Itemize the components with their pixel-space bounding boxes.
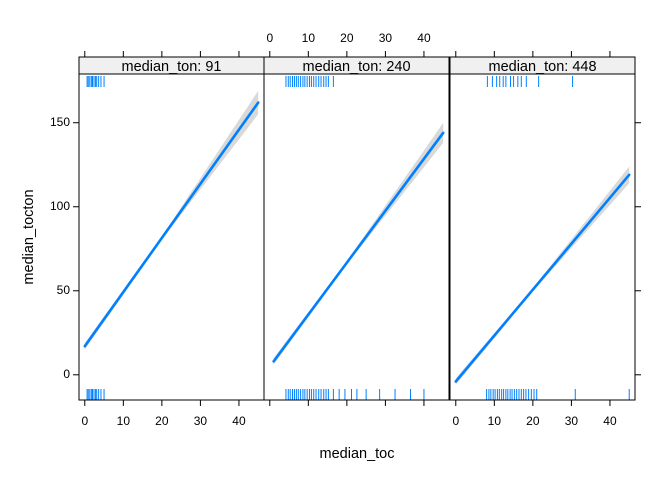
x-axis-label: median_toc xyxy=(320,446,395,462)
fit-line xyxy=(83,101,260,348)
x-tick-label: 10 xyxy=(117,414,131,428)
axes-layer: 0 10 20 30 40 0 10 20 30 40 0 10 20 30 40 0 50 100 150 xyxy=(50,31,641,428)
x-tick-label-top: 10 xyxy=(302,31,316,45)
fit-line xyxy=(454,173,631,383)
x-tick-label: 40 xyxy=(232,414,246,428)
panel-3: median_ton: 448 xyxy=(449,56,636,401)
y-tick-label: 150 xyxy=(50,115,70,129)
y-tick-label: 50 xyxy=(57,283,71,297)
x-tick-label: 20 xyxy=(526,414,540,428)
y-axis-label: median_tocton xyxy=(21,189,37,284)
panel-frame xyxy=(78,73,265,401)
panel-1: median_ton: 91 xyxy=(78,56,265,401)
panel-frame xyxy=(449,73,636,401)
x-tick-label-top: 20 xyxy=(340,31,354,45)
panel-frame xyxy=(263,73,450,401)
panel-2: median_ton: 240 xyxy=(263,56,450,401)
x-tick-label: 30 xyxy=(194,414,208,428)
x-tick-label: 0 xyxy=(81,414,88,428)
panels-layer: median_ton: 91 median_ton: 240 median_ton:… xyxy=(78,56,636,401)
x-tick-label-top: 40 xyxy=(417,31,431,45)
fit-line xyxy=(272,131,445,363)
y-tick-label: 0 xyxy=(63,367,70,381)
x-tick-label: 30 xyxy=(565,414,579,428)
x-tick-label: 10 xyxy=(488,414,502,428)
x-tick-label: 0 xyxy=(452,414,459,428)
x-tick-label-top: 0 xyxy=(266,31,273,45)
strip-label: median_ton: 448 xyxy=(488,59,596,75)
x-tick-label: 20 xyxy=(155,414,169,428)
x-tick-label-top: 30 xyxy=(379,31,393,45)
strip-label: median_ton: 91 xyxy=(122,59,222,75)
y-tick-label: 100 xyxy=(50,199,70,213)
strip-label: median_ton: 240 xyxy=(302,59,410,75)
x-tick-label: 40 xyxy=(603,414,617,428)
